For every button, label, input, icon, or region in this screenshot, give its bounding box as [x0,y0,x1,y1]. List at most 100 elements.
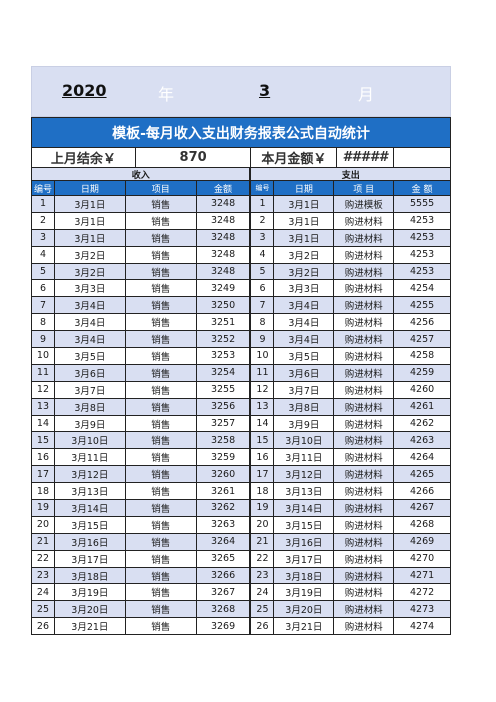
expense-item-cell[interactable]: 购进材料 [334,432,395,450]
expense-date-cell[interactable]: 3月3日 [274,280,335,298]
income-no-cell[interactable]: 2 [32,212,55,230]
expense-no-cell[interactable]: 16 [251,449,275,467]
expense-item-cell[interactable]: 购进材料 [334,516,395,534]
income-item-cell[interactable]: 销售 [125,314,197,332]
expense-no-cell[interactable]: 2 [251,212,275,230]
expense-item-cell[interactable]: 购进材料 [334,263,395,281]
expense-no-cell[interactable]: 10 [251,348,275,365]
expense-date-cell[interactable]: 3月16日 [274,533,335,551]
expense-date-cell[interactable]: 3月2日 [274,263,335,281]
expense-item-cell[interactable]: 购进材料 [334,500,395,517]
expense-amount-cell[interactable]: 4269 [394,533,452,551]
income-amount-cell[interactable]: 3269 [196,618,252,636]
expense-item-cell[interactable]: 购进材料 [334,483,395,501]
income-date-cell[interactable]: 3月18日 [54,567,126,585]
income-no-cell[interactable]: 9 [32,331,55,349]
income-date-cell[interactable]: 3月5日 [54,348,126,365]
income-no-cell[interactable]: 6 [32,280,55,298]
expense-item-cell[interactable]: 购进材料 [334,229,395,247]
income-amount-cell[interactable]: 3250 [196,297,252,315]
expense-amount-cell[interactable]: 4273 [394,601,452,619]
income-item-cell[interactable]: 销售 [125,500,197,517]
expense-amount-cell[interactable]: 4253 [394,246,452,264]
expense-date-cell[interactable]: 3月4日 [274,331,335,349]
income-amount-cell[interactable]: 3263 [196,516,252,534]
income-date-cell[interactable]: 3月15日 [54,516,126,534]
expense-amount-cell[interactable]: 4264 [394,449,452,467]
expense-amount-cell[interactable]: 4253 [394,229,452,247]
income-no-cell[interactable]: 10 [32,348,55,365]
income-date-cell[interactable]: 3月20日 [54,601,126,619]
expense-item-cell[interactable]: 购进材料 [334,331,395,349]
expense-date-cell[interactable]: 3月2日 [274,246,335,264]
income-date-cell[interactable]: 3月17日 [54,550,126,568]
income-item-cell[interactable]: 销售 [125,415,197,433]
income-amount-cell[interactable]: 3254 [196,364,252,382]
income-date-cell[interactable]: 3月6日 [54,364,126,382]
expense-amount-cell[interactable]: 5555 [394,196,452,213]
expense-item-cell[interactable]: 购进材料 [334,601,395,619]
expense-no-cell[interactable]: 14 [251,415,275,433]
income-item-cell[interactable]: 销售 [125,348,197,365]
income-date-cell[interactable]: 3月11日 [54,449,126,467]
last-balance-value[interactable]: 870 [135,148,252,168]
income-no-cell[interactable]: 26 [32,618,55,636]
expense-no-cell[interactable]: 11 [251,364,275,382]
income-no-cell[interactable]: 17 [32,466,55,484]
income-date-cell[interactable]: 3月14日 [54,500,126,517]
income-amount-cell[interactable]: 3253 [196,348,252,365]
income-date-cell[interactable]: 3月4日 [54,314,126,332]
expense-item-cell[interactable]: 购进材料 [334,381,395,399]
income-amount-cell[interactable]: 3264 [196,533,252,551]
income-date-cell[interactable]: 3月1日 [54,196,126,213]
expense-amount-cell[interactable]: 4270 [394,550,452,568]
expense-no-cell[interactable]: 9 [251,331,275,349]
income-amount-cell[interactable]: 3251 [196,314,252,332]
income-amount-cell[interactable]: 3257 [196,415,252,433]
income-amount-cell[interactable]: 3259 [196,449,252,467]
income-amount-cell[interactable]: 3248 [196,212,252,230]
expense-date-cell[interactable]: 3月5日 [274,348,335,365]
expense-no-cell[interactable]: 20 [251,516,275,534]
expense-amount-cell[interactable]: 4262 [394,415,452,433]
income-item-cell[interactable]: 销售 [125,331,197,349]
income-no-cell[interactable]: 8 [32,314,55,332]
expense-date-cell[interactable]: 3月13日 [274,483,335,501]
income-no-cell[interactable]: 16 [32,449,55,467]
income-date-cell[interactable]: 3月1日 [54,212,126,230]
expense-date-cell[interactable]: 3月19日 [274,584,335,602]
expense-item-cell[interactable]: 购进材料 [334,280,395,298]
expense-amount-cell[interactable]: 4265 [394,466,452,484]
expense-date-cell[interactable]: 3月8日 [274,398,335,416]
expense-amount-cell[interactable]: 4259 [394,364,452,382]
income-no-cell[interactable]: 7 [32,297,55,315]
expense-no-cell[interactable]: 25 [251,601,275,619]
expense-date-cell[interactable]: 3月1日 [274,196,335,213]
income-date-cell[interactable]: 3月13日 [54,483,126,501]
income-amount-cell[interactable]: 3256 [196,398,252,416]
expense-item-cell[interactable]: 购进材料 [334,297,395,315]
income-item-cell[interactable]: 销售 [125,432,197,450]
income-item-cell[interactable]: 销售 [125,533,197,551]
income-amount-cell[interactable]: 3248 [196,263,252,281]
income-amount-cell[interactable]: 3248 [196,196,252,213]
expense-no-cell[interactable]: 26 [251,618,275,636]
expense-amount-cell[interactable]: 4271 [394,567,452,585]
income-amount-cell[interactable]: 3262 [196,500,252,517]
expense-date-cell[interactable]: 3月20日 [274,601,335,619]
expense-no-cell[interactable]: 23 [251,567,275,585]
income-amount-cell[interactable]: 3258 [196,432,252,450]
income-amount-cell[interactable]: 3255 [196,381,252,399]
expense-no-cell[interactable]: 19 [251,500,275,517]
expense-no-cell[interactable]: 21 [251,533,275,551]
income-no-cell[interactable]: 19 [32,500,55,517]
income-item-cell[interactable]: 销售 [125,364,197,382]
income-no-cell[interactable]: 23 [32,567,55,585]
income-no-cell[interactable]: 22 [32,550,55,568]
expense-no-cell[interactable]: 7 [251,297,275,315]
income-amount-cell[interactable]: 3265 [196,550,252,568]
income-amount-cell[interactable]: 3261 [196,483,252,501]
expense-item-cell[interactable]: 购进材料 [334,533,395,551]
expense-no-cell[interactable]: 4 [251,246,275,264]
expense-no-cell[interactable]: 1 [251,196,275,213]
